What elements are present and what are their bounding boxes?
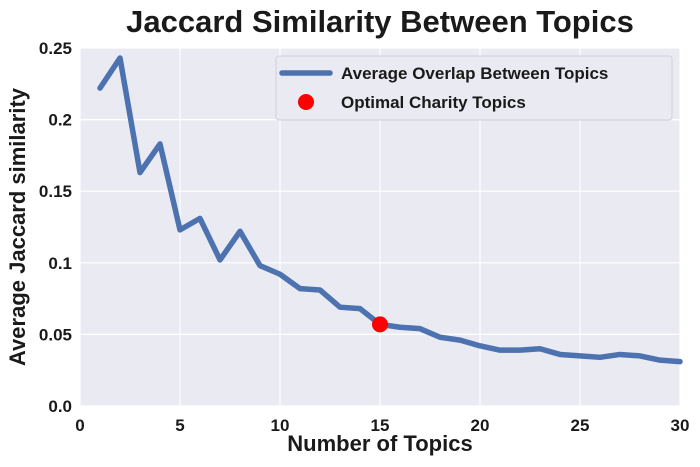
- x-axis-label: Number of Topics: [287, 431, 472, 456]
- y-tick-label: 0.1: [48, 254, 72, 273]
- x-tick-label: 10: [271, 416, 290, 435]
- y-tick-label: 0.0: [48, 397, 72, 416]
- x-tick-label: 15: [371, 416, 390, 435]
- y-tick-label: 0.15: [39, 182, 72, 201]
- x-tick-label: 25: [571, 416, 590, 435]
- optimal-topic-point: [372, 316, 388, 333]
- tick-labels: 0 5 10 15 20 25 30 0.0 0.05 0.1 0.15 0.2 0.25: [39, 39, 690, 435]
- y-axis-label: Average Jaccard similarity: [5, 87, 30, 366]
- legend-dot-swatch: [298, 94, 314, 110]
- legend: Average Overlap Between Topics Optimal C…: [275, 55, 673, 121]
- chart-title: Jaccard Similarity Between Topics: [126, 4, 634, 39]
- y-tick-label: 0.25: [39, 39, 72, 58]
- x-tick-label: 0: [75, 416, 84, 435]
- legend-box: [275, 55, 673, 121]
- x-tick-label: 5: [175, 416, 184, 435]
- y-tick-label: 0.2: [48, 111, 72, 130]
- series-layer: [97, 55, 683, 365]
- x-tick-label: 30: [671, 416, 690, 435]
- series-line-average-overlap: [97, 55, 683, 365]
- x-tick-label: 20: [471, 416, 490, 435]
- legend-label-optimal-topics: Optimal Charity Topics: [341, 93, 526, 112]
- legend-label-average-overlap: Average Overlap Between Topics: [341, 64, 608, 83]
- y-tick-label: 0.05: [39, 325, 72, 344]
